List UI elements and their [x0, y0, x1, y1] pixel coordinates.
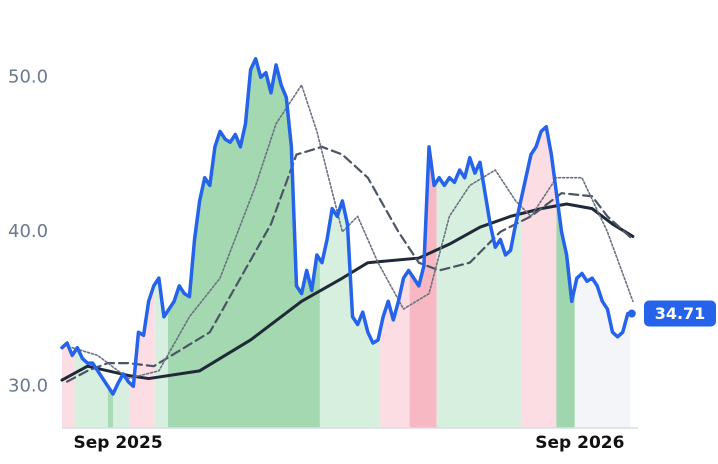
- regime-fill: [556, 193, 575, 428]
- y-tick-label: 50.0: [8, 66, 48, 87]
- last-point: [627, 309, 636, 318]
- x-tick-label: Sep 2025: [73, 433, 162, 453]
- series-line: [65, 145, 635, 383]
- series-line: [60, 57, 630, 396]
- series-line: [71, 84, 634, 380]
- regime-fill: [521, 126, 557, 429]
- series-line: [60, 202, 635, 382]
- regime-fill: [107, 386, 113, 428]
- last-value-badge: [644, 300, 716, 327]
- regime-fill: [168, 58, 320, 429]
- regime-fill: [380, 270, 410, 428]
- y-tick-label: 30.0: [8, 375, 48, 396]
- y-tick-label: 40.0: [8, 221, 48, 242]
- regime-fill: [129, 284, 155, 428]
- x-tick-label: Sep 2026: [535, 433, 624, 453]
- regime-fill: [409, 146, 437, 428]
- regime-fill: [154, 278, 169, 428]
- last-value-label: 34.71: [655, 304, 706, 323]
- regime-fill: [574, 273, 631, 428]
- regime-fill: [436, 157, 522, 428]
- regime-fill: [319, 200, 381, 428]
- regime-fill: [62, 343, 75, 428]
